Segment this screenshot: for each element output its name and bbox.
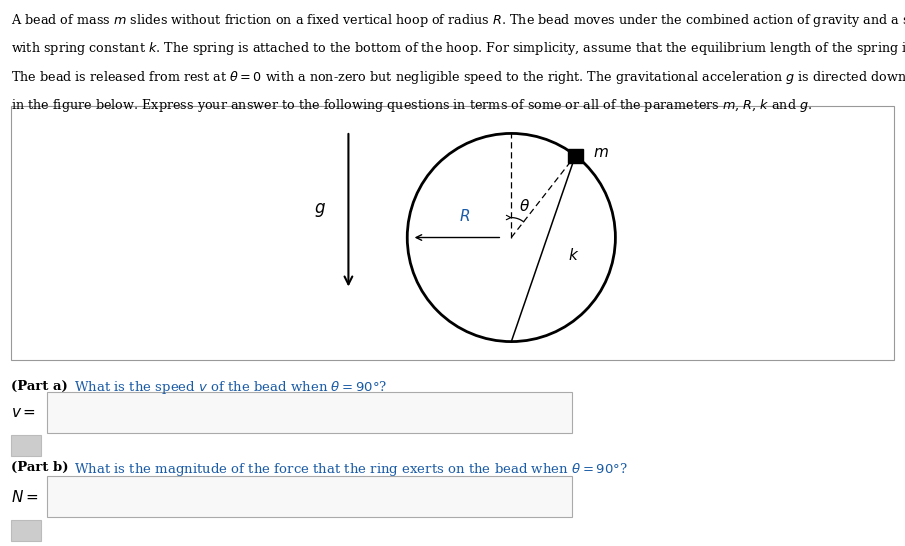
FancyBboxPatch shape (47, 392, 572, 432)
Bar (568, 149, 583, 163)
FancyBboxPatch shape (11, 520, 41, 541)
Text: What is the speed $v$ of the bead when $\theta = 90°$?: What is the speed $v$ of the bead when $… (74, 379, 387, 396)
Text: (Part a): (Part a) (11, 379, 68, 393)
Text: $k$: $k$ (568, 247, 579, 264)
Text: (Part b): (Part b) (11, 461, 69, 474)
Bar (11, 106, 894, 360)
Text: $N =$: $N =$ (11, 489, 38, 505)
Ellipse shape (407, 133, 615, 342)
Text: What is the magnitude of the force that the ring exerts on the bead when $\theta: What is the magnitude of the force that … (74, 461, 628, 478)
Text: $R$: $R$ (459, 208, 470, 224)
Text: $g$: $g$ (314, 201, 326, 219)
Text: The bead is released from rest at $\theta = 0$ with a non-zero but negligible sp: The bead is released from rest at $\thet… (11, 69, 905, 86)
Text: A bead of mass $m$ slides without friction on a fixed vertical hoop of radius $R: A bead of mass $m$ slides without fricti… (11, 12, 905, 29)
FancyBboxPatch shape (47, 476, 572, 518)
Text: in the figure below. Express your answer to the following questions in terms of : in the figure below. Express your answer… (11, 97, 812, 114)
Text: with spring constant $k$. The spring is attached to the bottom of the hoop. For : with spring constant $k$. The spring is … (11, 40, 905, 57)
FancyBboxPatch shape (11, 436, 41, 456)
Text: $\theta$: $\theta$ (519, 198, 529, 214)
Text: $v =$: $v =$ (11, 405, 36, 420)
Text: $m$: $m$ (594, 145, 609, 160)
